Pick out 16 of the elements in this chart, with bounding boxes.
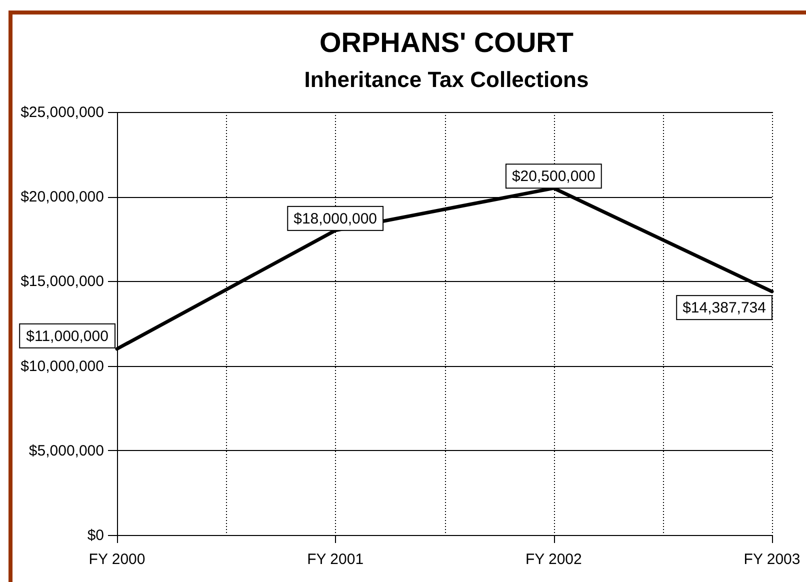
y-tick-label: $10,000,000 — [20, 358, 104, 375]
data-label: $11,000,000 — [26, 328, 108, 345]
x-tick-label: FY 2002 — [525, 551, 582, 568]
data-label: $14,387,734 — [682, 300, 766, 317]
y-tick-label: $15,000,000 — [20, 273, 104, 290]
data-label: $20,500,000 — [512, 168, 596, 186]
chart-title: ORPHANS' COURT — [320, 27, 574, 58]
x-tick-label: FY 2000 — [88, 551, 146, 568]
x-tick-label: FY 2003 — [744, 551, 800, 568]
x-tick-label: FY 2001 — [307, 551, 364, 568]
y-tick-label: $20,000,000 — [20, 188, 104, 206]
chart-subtitle: Inheritance Tax Collections — [304, 67, 589, 92]
y-tick-label: $0 — [87, 527, 104, 544]
y-tick-label: $5,000,000 — [28, 442, 104, 460]
data-label: $18,000,000 — [294, 210, 378, 228]
y-tick-label: $25,000,000 — [20, 104, 104, 121]
